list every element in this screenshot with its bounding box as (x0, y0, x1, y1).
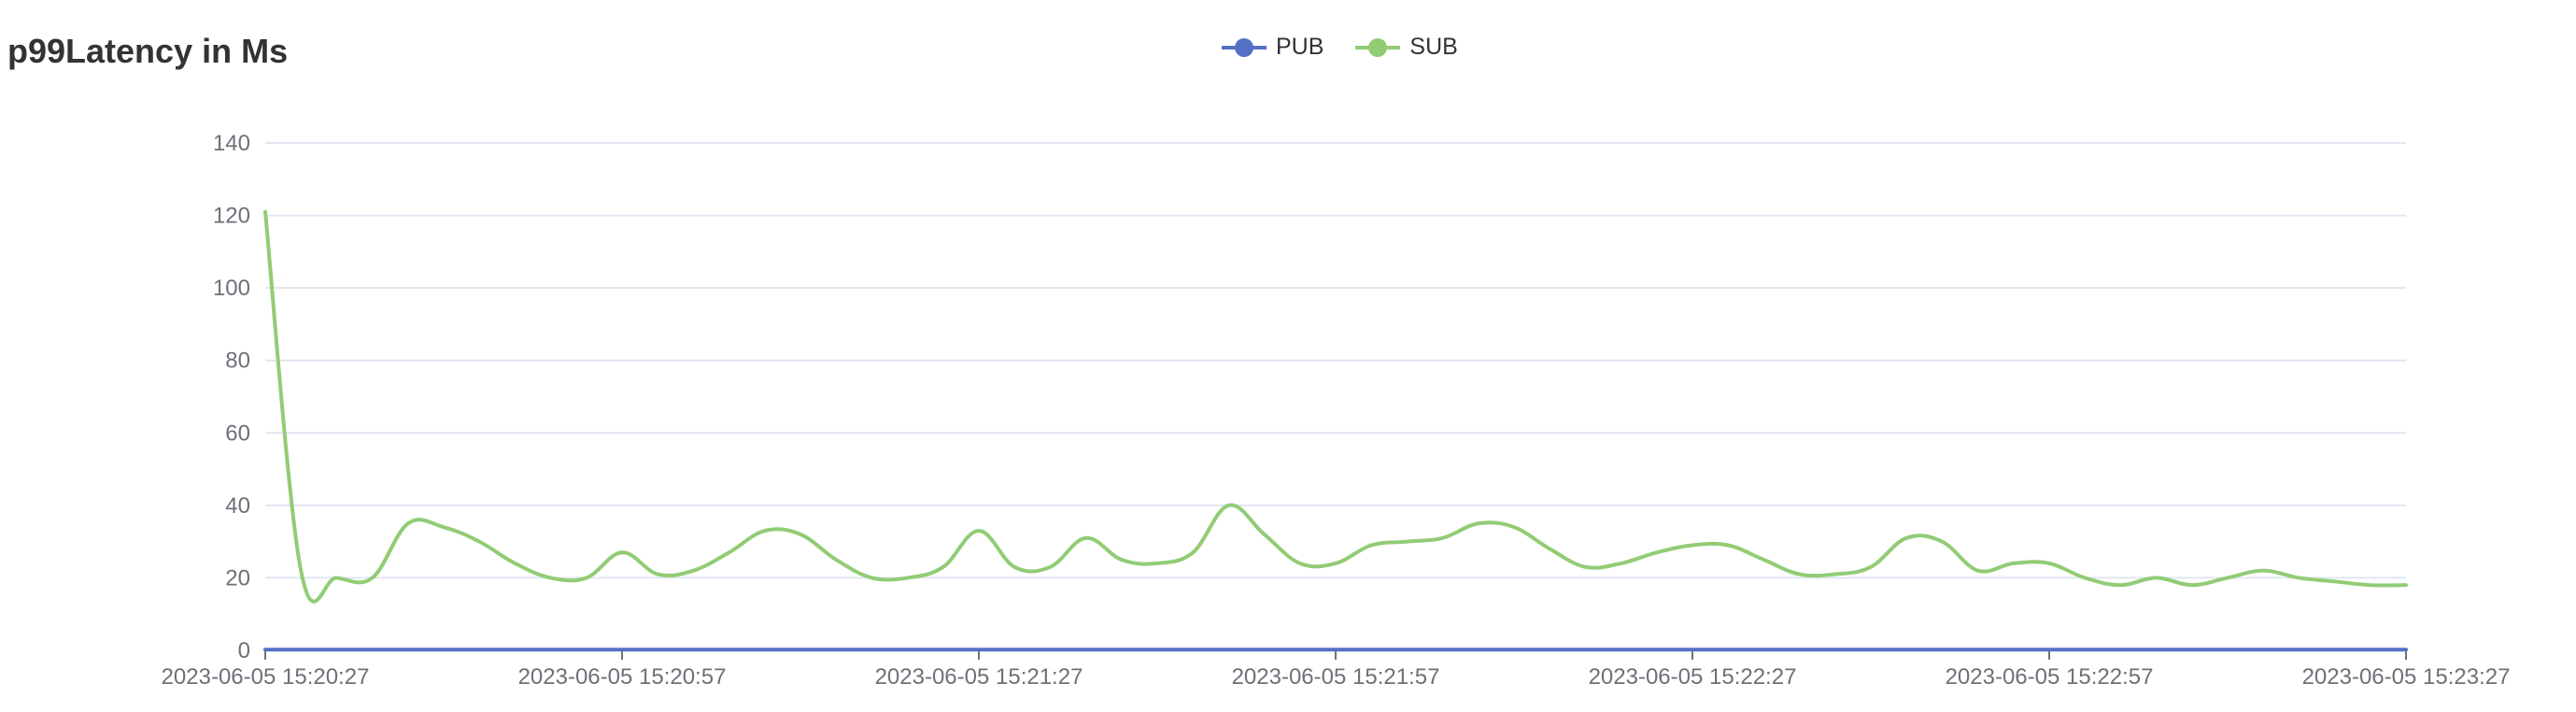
legend-item-sub[interactable]: SUB (1355, 34, 1458, 61)
legend-sub-label: SUB (1409, 34, 1458, 60)
x-tick-label: 2023-06-05 15:20:57 (518, 664, 727, 690)
x-tick-label: 2023-06-05 15:22:27 (1589, 664, 1797, 690)
x-tick-label: 2023-06-05 15:22:57 (1946, 664, 2154, 690)
grid-lines (265, 142, 2406, 579)
y-tick-label: 20 (225, 565, 250, 591)
legend: PUB SUB (1222, 34, 1458, 61)
x-tick-label: 2023-06-05 15:21:57 (1232, 664, 1440, 690)
legend-item-pub[interactable]: PUB (1222, 34, 1323, 61)
legend-sub-marker-icon (1355, 37, 1401, 57)
x-tick-label: 2023-06-05 15:21:27 (875, 664, 1083, 690)
y-tick-label: 0 (238, 638, 250, 663)
series-line-sub[interactable] (263, 209, 2408, 604)
x-tick-label: 2023-06-05 15:20:27 (162, 664, 370, 690)
y-tick-label: 120 (213, 204, 250, 229)
x-tick-label: 2023-06-05 15:23:27 (2302, 664, 2511, 690)
y-tick-label: 100 (213, 276, 250, 301)
y-tick-label: 140 (213, 131, 250, 156)
y-tick-label: 80 (225, 349, 250, 374)
series-layer (263, 209, 2408, 652)
y-tick-label: 60 (225, 420, 250, 446)
x-axis: 2023-06-05 15:20:27 2023-06-05 15:20:57 20… (162, 649, 2511, 690)
chart-title: p99Latency in Ms (7, 32, 289, 70)
y-axis: 0 20 40 60 80 100 120 140 (213, 131, 250, 663)
legend-pub-marker-icon (1222, 37, 1267, 57)
y-tick-label: 40 (225, 493, 250, 519)
legend-pub-label: PUB (1276, 34, 1324, 60)
